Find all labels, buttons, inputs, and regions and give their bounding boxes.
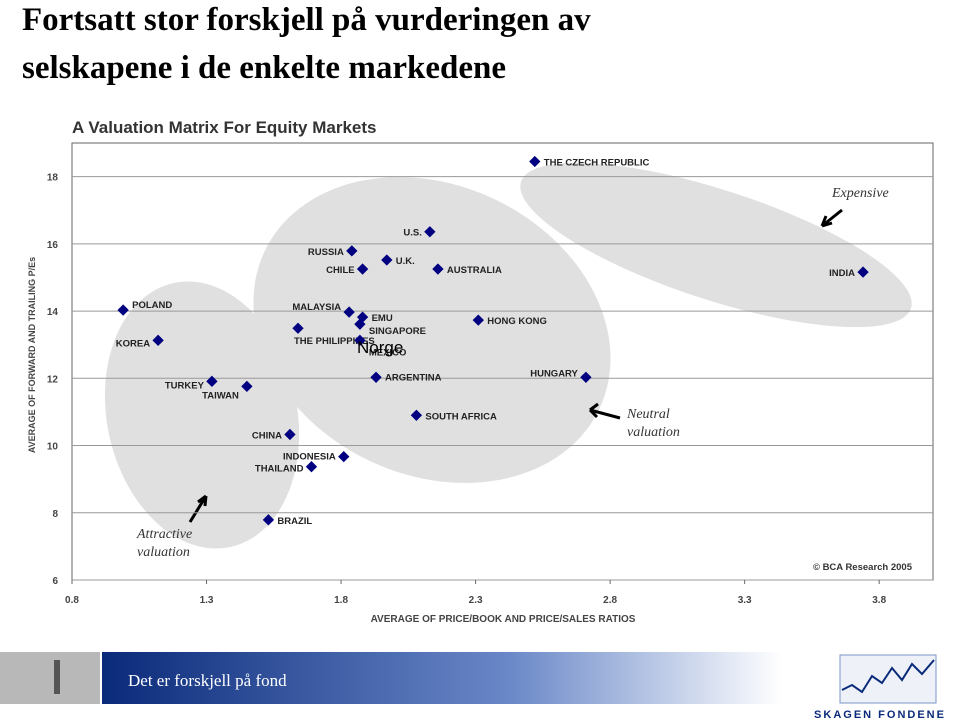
point-label: THE CZECH REPUBLIC: [544, 157, 650, 168]
point-label: KOREA: [116, 338, 150, 349]
y-axis-label: AVERAGE OF FORWARD AND TRAILING P/Es: [27, 257, 37, 453]
x-tick-label: 1.3: [200, 595, 214, 606]
data-point: [354, 318, 366, 330]
annotation: Attractive valuation: [136, 527, 192, 560]
data-point: [410, 409, 423, 421]
point-label: SOUTH AFRICA: [425, 411, 497, 422]
point-label: TURKEY: [165, 380, 205, 391]
footer-tagline: Det er forskjell på fond: [128, 671, 287, 690]
point-label: HUNGARY: [530, 368, 578, 379]
point-label: MALAYSIA: [292, 302, 341, 313]
data-point: [262, 514, 275, 526]
data-point: [338, 450, 350, 463]
data-point: [857, 266, 869, 278]
lighthouse-photo: [0, 652, 100, 704]
y-tick-label: 14: [47, 307, 59, 318]
point-label: CHILE: [326, 265, 355, 276]
slide-title: Fortsatt stor forskjell på vurderingen a…: [22, 2, 591, 86]
point-label: ARGENTINA: [385, 372, 442, 383]
x-tick-label: 1.8: [334, 595, 348, 606]
data-point: [580, 371, 592, 383]
annotation: Neutral valuation: [626, 407, 680, 440]
footer-band: [102, 652, 782, 704]
annotation: Expensive: [831, 186, 889, 201]
y-tick-label: 18: [47, 173, 59, 184]
logo-graphic: [839, 654, 937, 704]
x-axis-label: AVERAGE OF PRICE/BOOK AND PRICE/SALES RA…: [371, 614, 636, 625]
logo-line: [841, 659, 935, 694]
y-tick-label: 12: [47, 374, 59, 385]
arrow: [820, 208, 843, 228]
point-label: AUSTRALIA: [447, 265, 502, 276]
point-label: MEXICO: [369, 347, 406, 358]
x-tick-label: 3.8: [872, 595, 886, 606]
y-tick-label: 16: [47, 240, 59, 251]
x-tick-label: 2.3: [469, 595, 483, 606]
expensive-zone: [520, 162, 912, 328]
point-label: INDONESIA: [283, 452, 336, 463]
data-point: [152, 334, 164, 346]
data-point: [292, 322, 304, 334]
data-point: [424, 226, 436, 238]
point-label: CHINA: [252, 430, 282, 441]
point-label: EMU: [372, 313, 393, 324]
x-tick-label: 0.8: [65, 595, 79, 606]
point-label: RUSSIA: [308, 247, 344, 258]
y-tick-label: 6: [52, 576, 58, 587]
point-label: SINGAPORE: [369, 326, 426, 337]
data-point: [381, 254, 393, 266]
data-point: [432, 263, 444, 275]
point-label: BRAZIL: [277, 516, 312, 527]
point-label: THAILAND: [255, 464, 304, 475]
y-tick-label: 10: [47, 442, 59, 453]
data-point: [346, 245, 358, 257]
attractive-zone: [104, 281, 300, 549]
logo-text: SKAGEN FONDENE: [814, 709, 946, 721]
neutral-zone: [253, 177, 611, 483]
point-label: U.K.: [396, 256, 415, 267]
chart-title: A Valuation Matrix For Equity Markets: [72, 118, 377, 137]
data-point: [354, 334, 366, 346]
arrow: [588, 402, 621, 420]
data-point: [284, 428, 296, 441]
point-label: TAIWAN: [202, 390, 239, 401]
data-point: [356, 263, 369, 275]
data-point: [241, 380, 253, 393]
point-label: THE PHILIPPINES: [294, 336, 375, 347]
point-label: POLAND: [132, 300, 172, 311]
data-point: [472, 314, 484, 326]
y-tick-label: 8: [52, 509, 58, 520]
source-note: © BCA Research 2005: [813, 562, 913, 573]
data-point: [117, 304, 129, 316]
arrow: [188, 494, 208, 523]
data-point: [529, 155, 541, 168]
lighthouse: [54, 660, 60, 694]
data-point: [305, 461, 318, 473]
data-point: [343, 306, 355, 318]
data-point: [370, 371, 382, 383]
norge-label: Norge: [357, 338, 403, 357]
x-tick-label: 2.8: [603, 595, 617, 606]
data-point: [206, 375, 218, 387]
x-tick-label: 3.3: [738, 595, 752, 606]
point-label: U.S.: [403, 228, 421, 239]
point-label: HONG KONG: [487, 316, 547, 327]
point-label: INDIA: [829, 268, 855, 279]
